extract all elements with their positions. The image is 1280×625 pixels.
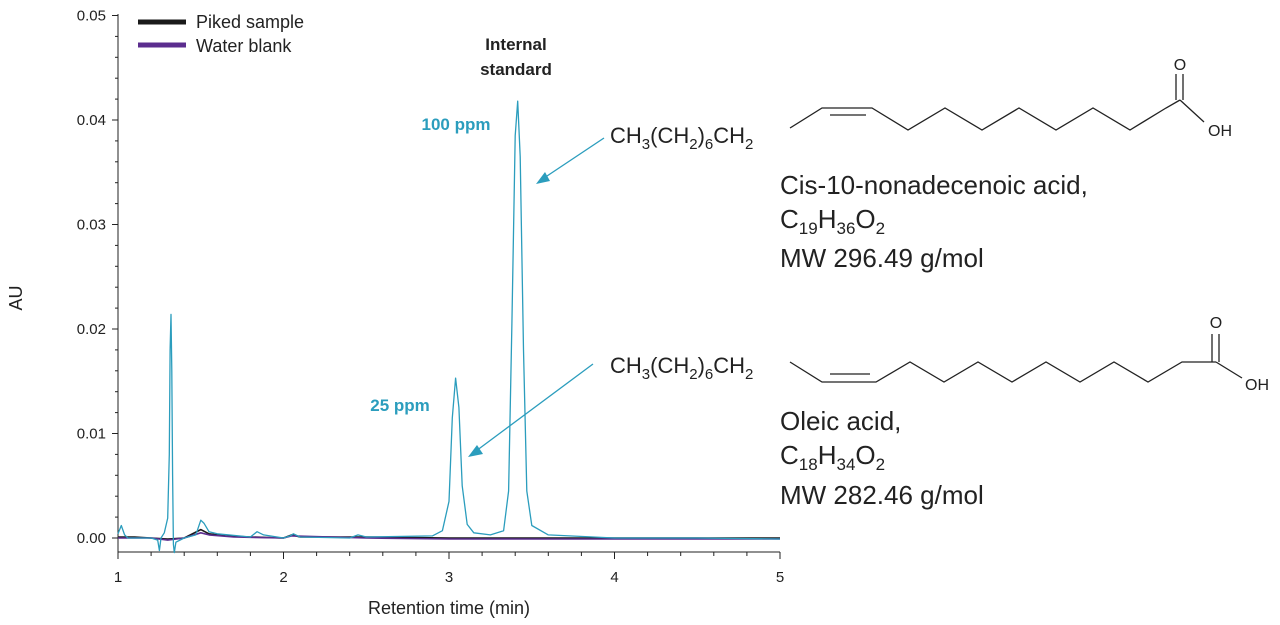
compound-name-1: Cis-10-nonadecenoic acid,: [780, 170, 1088, 200]
condensed-chain-formula: CH3(CH2)6CH2: [610, 353, 753, 383]
y-tick-label: 0.04: [77, 112, 106, 129]
condensed-chain-formula: CH3(CH2)6CH2: [610, 123, 753, 153]
annotation-100-ppm: 100 ppm: [422, 115, 491, 134]
skeletal-chain: [789, 99, 1181, 131]
series-layer: [117, 100, 781, 554]
annotation-internal-standard-line1: Internal: [485, 35, 546, 54]
x-tick-label: 2: [279, 569, 287, 586]
y-tick-label: 0.00: [77, 530, 106, 547]
x-axis-title: Retention time (min): [368, 598, 530, 618]
annotation-internal-standard-line2: standard: [480, 60, 552, 79]
arrow-100ppm-line: [543, 137, 605, 179]
x-tick-label: 3: [445, 569, 453, 586]
x-ticks: 1 2 3 4 5: [114, 552, 784, 586]
arrow-25ppm-line: [475, 363, 594, 452]
skeletal-chain: [789, 361, 1216, 383]
x-tick-label: 5: [776, 569, 784, 586]
arrow-25ppm-head: [468, 445, 483, 457]
annotation-arrows: [468, 137, 605, 457]
compound-structure-2: CH3(CH2)6CH2 O OH: [610, 315, 1269, 394]
carbonyl-oxygen-label: O: [1210, 315, 1222, 332]
compound-mw-1: MW 296.49 g/mol: [780, 243, 984, 273]
y-tick-label: 0.05: [77, 8, 106, 25]
y-tick-label: 0.02: [77, 321, 106, 338]
x-tick-label: 4: [610, 569, 618, 586]
hydroxyl-bond: [1179, 99, 1205, 123]
plot-axes: 0.00 0.01 0.02 0.03 0.04 0.05 1 2 3 4 5: [77, 8, 784, 587]
y-tick-label: 0.03: [77, 217, 106, 234]
y-tick-label: 0.01: [77, 426, 106, 443]
y-axis-title: AU: [6, 285, 26, 310]
arrow-100ppm-head: [536, 172, 550, 184]
legend: Piked sample Water blank: [138, 12, 304, 56]
compound-formula-1: C19H36O2: [780, 204, 885, 238]
compound-name-2: Oleic acid,: [780, 406, 901, 436]
series-line-cyan-trace: [117, 100, 781, 554]
hydroxyl-bond: [1215, 361, 1243, 379]
carbonyl-oxygen-label: O: [1174, 57, 1186, 74]
legend-label-water-blank: Water blank: [196, 36, 292, 56]
compound-mw-2: MW 282.46 g/mol: [780, 480, 984, 510]
compound-formula-2: C18H34O2: [780, 440, 885, 474]
legend-label-piked-sample: Piked sample: [196, 12, 304, 32]
hydroxyl-label: OH: [1208, 123, 1232, 140]
y-ticks: 0.00 0.01 0.02 0.03 0.04 0.05: [77, 8, 118, 547]
x-tick-label: 1: [114, 569, 122, 586]
compound-structure-1: CH3(CH2)6CH2 O OH: [610, 57, 1232, 153]
hydroxyl-label: OH: [1245, 377, 1269, 394]
annotation-25-ppm: 25 ppm: [370, 396, 430, 415]
